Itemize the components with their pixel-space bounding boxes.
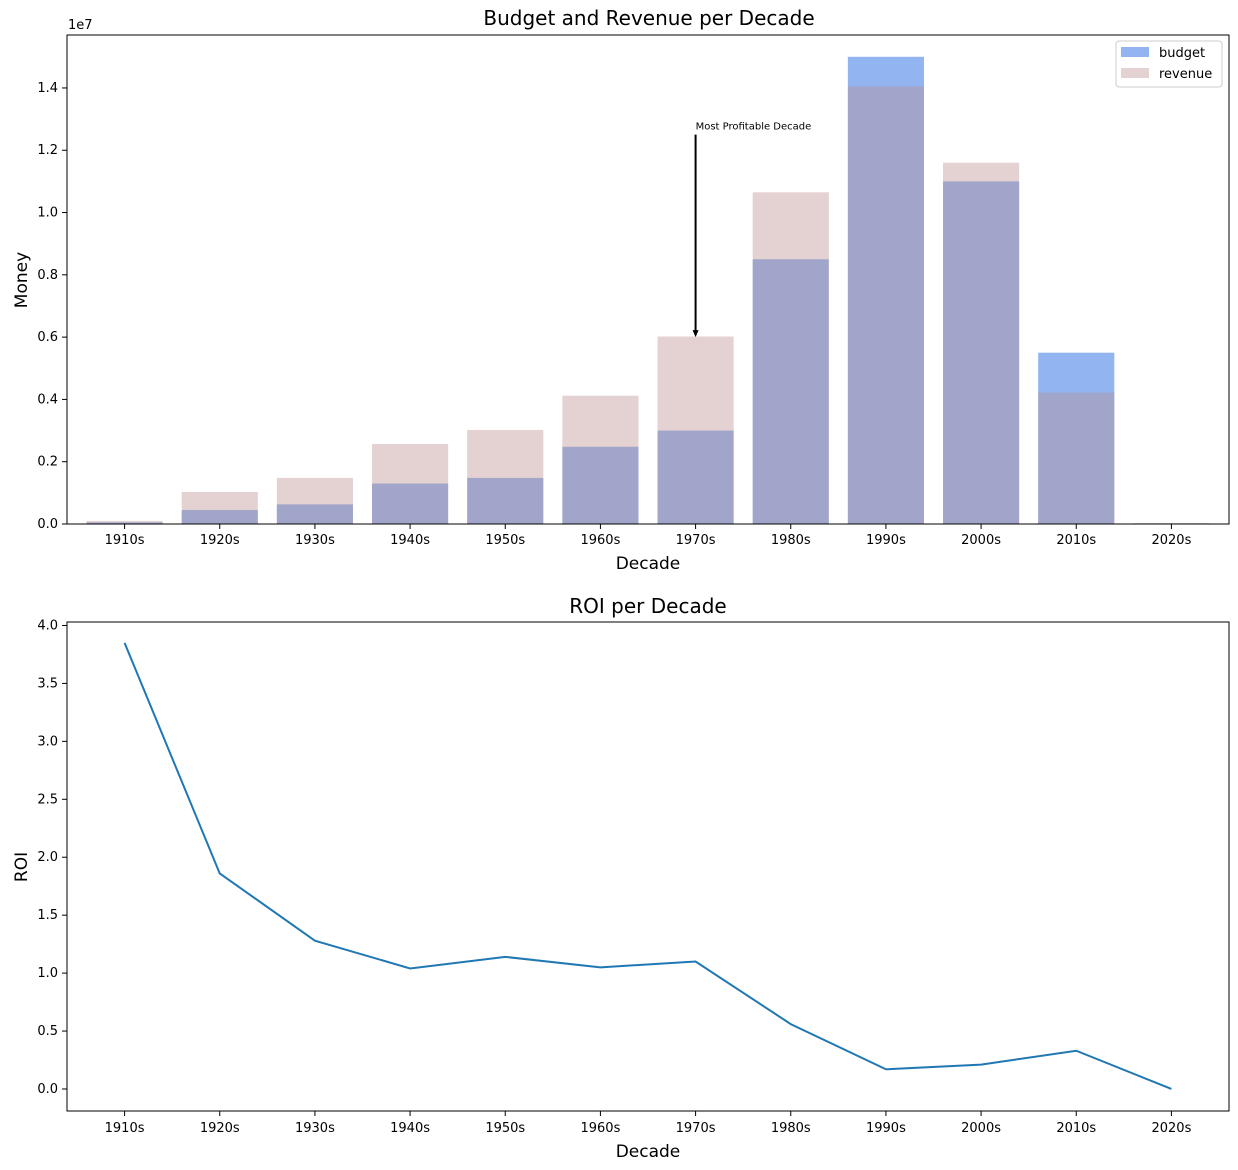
bar-budget-2000s <box>943 181 1020 524</box>
bar-revenue-1960s <box>562 395 639 524</box>
y-tick-label: 0.0 <box>37 517 58 532</box>
x-tick-label: 2010s <box>1056 1121 1096 1136</box>
chart2-xlabel: Decade <box>616 1142 681 1162</box>
y-tick-label: 3.5 <box>37 676 58 691</box>
chart1-x-ticks: 1910s 1920s 1930s 1940s 1950s 1960s 1970s 1980s… <box>105 524 1192 548</box>
chart1-offset-label: 1e7 <box>68 18 93 33</box>
x-tick-label: 1990s <box>866 1121 906 1136</box>
bar-revenue-1910s <box>86 520 163 524</box>
y-tick-label: 0.5 <box>37 1024 58 1039</box>
chart2-title: ROI per Decade <box>569 594 726 618</box>
x-tick-label: 1980s <box>771 533 811 548</box>
x-tick-label: 1910s <box>105 1121 145 1136</box>
bar-budget-1950s <box>467 477 544 524</box>
chart2-line-layer <box>123 642 1172 1090</box>
y-tick-label: 3.0 <box>37 734 58 749</box>
y-tick-label: 1.2 <box>37 143 58 158</box>
x-tick-label: 1920s <box>200 1121 240 1136</box>
bar-budget-1990s <box>847 56 924 524</box>
x-tick-label: 2010s <box>1056 533 1096 548</box>
x-tick-label: 1970s <box>676 533 716 548</box>
roi-line <box>123 642 1172 1090</box>
y-tick-label: 1.4 <box>37 81 58 96</box>
chart1-legend: budget revenue <box>1115 40 1223 88</box>
bar-revenue-1940s <box>372 443 449 524</box>
x-tick-label: 1970s <box>676 1121 716 1136</box>
chart1-annotation-layer: Most Profitable Decade <box>692 122 812 338</box>
budget-revenue-chart: Budget and Revenue per Decade 1e7 Most P… <box>12 6 1230 574</box>
x-tick-label: 1930s <box>295 533 335 548</box>
bar-budget-1930s <box>276 504 353 524</box>
chart1-ylabel: Money <box>12 252 32 308</box>
x-tick-label: 1960s <box>580 533 620 548</box>
x-tick-label: 1950s <box>485 533 525 548</box>
chart2-ylabel: ROI <box>12 852 32 882</box>
bar-budget-1940s <box>372 483 449 524</box>
bar-revenue-1930s <box>276 477 353 524</box>
bar-budget-1920s <box>181 509 258 524</box>
x-tick-label: 1940s <box>390 1121 430 1136</box>
bar-revenue-1950s <box>467 429 544 524</box>
bar-budget-1970s <box>657 430 734 524</box>
bar-budget-1910s <box>86 522 163 524</box>
y-tick-label: 1.5 <box>37 908 58 923</box>
legend-swatch-budget <box>1121 47 1149 57</box>
x-tick-label: 1930s <box>295 1121 335 1136</box>
x-tick-label: 1980s <box>771 1121 811 1136</box>
chart2-y-ticks: 0.0 0.5 1.0 1.5 2.0 2.5 3.0 3.5 4.0 <box>37 618 67 1097</box>
y-tick-label: 1.0 <box>37 966 58 981</box>
y-tick-label: 2.0 <box>37 850 58 865</box>
x-tick-label: 1920s <box>200 533 240 548</box>
bar-revenue-1920s <box>181 491 258 524</box>
legend-label-revenue: revenue <box>1159 67 1212 82</box>
bar-revenue-1970s <box>657 336 734 524</box>
bar-budget-1960s <box>562 446 639 524</box>
y-tick-label: 0.4 <box>37 392 58 407</box>
roi-chart: ROI per Decade 1910s 1920s 1930s 1940s 1950s… <box>12 594 1230 1162</box>
bar-revenue-1980s <box>752 192 829 525</box>
chart1-y-ticks: 0.0 0.2 0.4 0.6 0.8 1.0 1.2 1.4 <box>37 81 67 532</box>
y-tick-label: 0.6 <box>37 330 58 345</box>
x-tick-label: 2000s <box>961 1121 1001 1136</box>
bar-revenue-2010s <box>1038 392 1115 524</box>
bar-revenue-1990s <box>847 86 924 524</box>
x-tick-label: 2020s <box>1151 1121 1191 1136</box>
x-tick-label: 1940s <box>390 533 430 548</box>
chart2-plot-frame <box>66 621 1230 1112</box>
x-tick-label: 1910s <box>105 533 145 548</box>
bar-budget-2010s <box>1038 352 1115 524</box>
x-tick-label: 1950s <box>485 1121 525 1136</box>
chart1-bars-layer <box>86 56 1210 525</box>
y-tick-label: 0.8 <box>37 268 58 283</box>
chart1-xlabel: Decade <box>616 554 681 574</box>
annotation-text: Most Profitable Decade <box>696 122 812 133</box>
bar-revenue-2000s <box>943 162 1020 525</box>
legend-swatch-revenue <box>1121 68 1149 78</box>
chart1-title: Budget and Revenue per Decade <box>483 6 814 30</box>
x-tick-label: 2020s <box>1151 533 1191 548</box>
x-tick-label: 1960s <box>580 1121 620 1136</box>
bar-budget-1980s <box>752 259 829 524</box>
y-tick-label: 2.5 <box>37 792 58 807</box>
annotation-arrowhead <box>692 330 699 338</box>
chart1-plot-frame <box>66 34 1230 525</box>
x-tick-label: 1990s <box>866 533 906 548</box>
y-tick-label: 0.0 <box>37 1082 58 1097</box>
x-tick-label: 2000s <box>961 533 1001 548</box>
legend-label-budget: budget <box>1159 46 1205 61</box>
y-tick-label: 0.2 <box>37 455 58 470</box>
y-tick-label: 1.0 <box>37 206 58 221</box>
chart2-x-ticks: 1910s 1920s 1930s 1940s 1950s 1960s 1970s 1980s… <box>105 1111 1192 1136</box>
y-tick-label: 4.0 <box>37 618 58 633</box>
